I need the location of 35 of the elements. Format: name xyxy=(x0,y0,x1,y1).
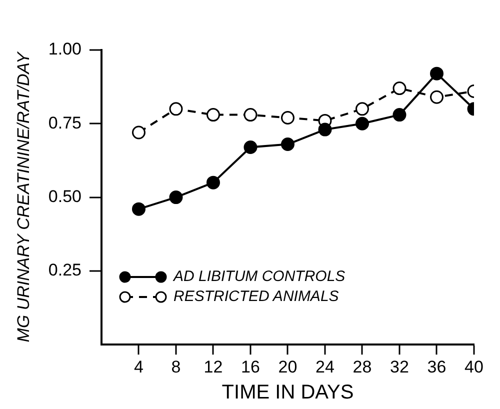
x-tick-label: 36 xyxy=(427,357,446,376)
point xyxy=(206,108,220,122)
point xyxy=(132,202,146,216)
x-tick-label: 28 xyxy=(352,357,372,376)
x-axis-title: TIME IN DAYS xyxy=(222,382,354,404)
point xyxy=(355,102,369,116)
point xyxy=(206,176,220,190)
y-tick-label: 0.25 xyxy=(48,260,82,280)
point xyxy=(132,126,146,140)
x-tick-label: 40 xyxy=(464,357,484,376)
point xyxy=(280,111,294,125)
point xyxy=(430,90,444,104)
x-tick-label: 12 xyxy=(204,357,223,376)
x-tick-label: 24 xyxy=(316,357,334,376)
legend-label: RESTRICTED ANIMALS xyxy=(173,288,339,306)
y-tick-label: 0.75 xyxy=(48,113,82,132)
legend-label: AD LIBITUM CONTROLS xyxy=(173,268,346,286)
x-tick-label: 4 xyxy=(134,357,144,376)
point xyxy=(280,138,294,152)
point xyxy=(169,190,183,204)
y-tick-label: 0.50 xyxy=(48,186,82,206)
x-tick-label: 32 xyxy=(390,357,409,376)
point xyxy=(355,116,369,130)
point xyxy=(169,102,183,116)
y-axis-title: MG URINARY CREATININE/RAT/DAY xyxy=(14,50,33,342)
x-tick-label: 8 xyxy=(171,357,181,376)
point xyxy=(430,66,444,80)
y-tick-label: 1.00 xyxy=(48,40,82,59)
point xyxy=(392,82,406,96)
x-tick-label: 16 xyxy=(241,357,260,376)
point xyxy=(318,122,332,136)
x-tick-label: 20 xyxy=(278,357,298,376)
point xyxy=(392,108,406,122)
point xyxy=(244,108,258,122)
point xyxy=(244,140,258,154)
